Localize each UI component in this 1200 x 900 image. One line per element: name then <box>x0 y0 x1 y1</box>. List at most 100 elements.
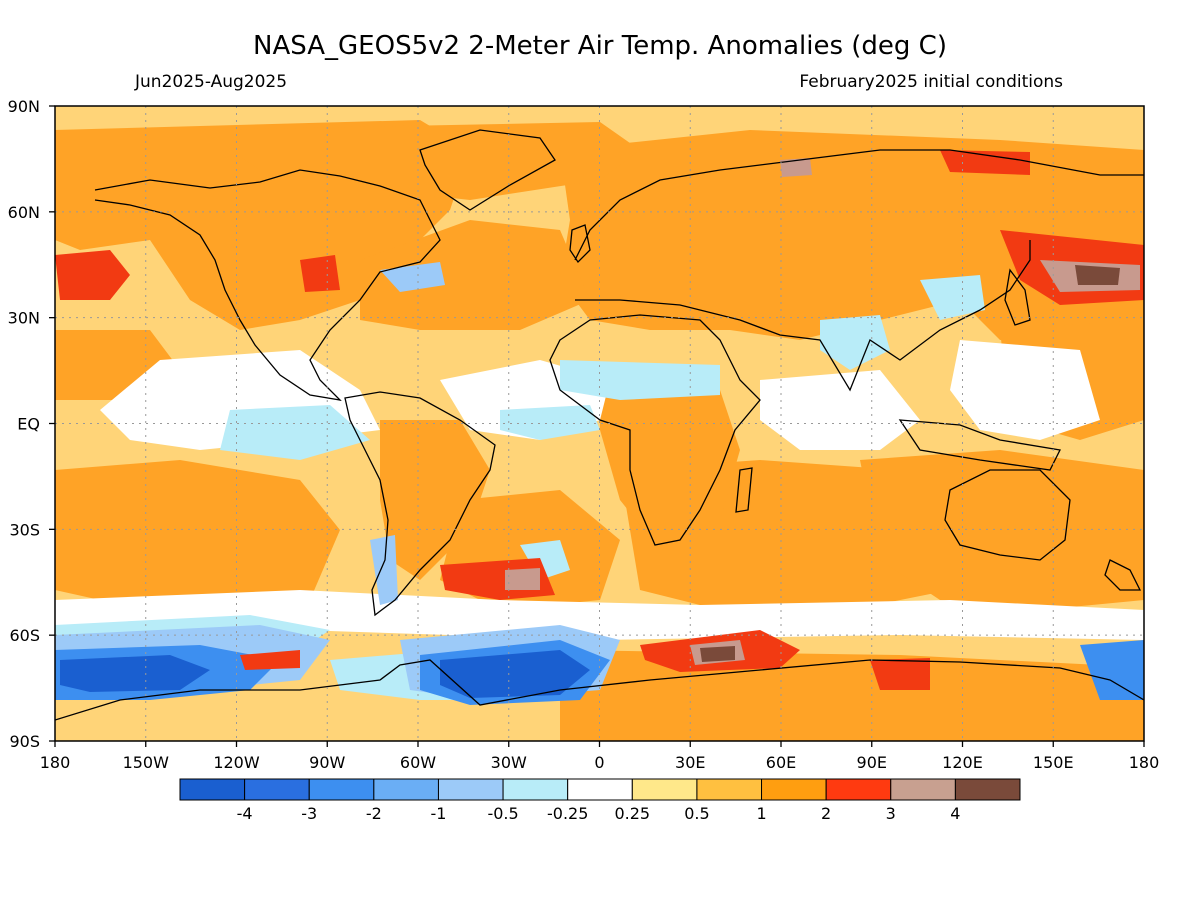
east-coast-cool <box>380 262 445 292</box>
lat-tick-label: EQ <box>17 415 40 434</box>
sahel-cool <box>560 360 720 400</box>
longitude-axis: 180 150W 120W 90W 60W 30W 0 30E 60E 90E 120E 150E 18… <box>40 741 1160 772</box>
south-atlantic-cool <box>520 540 570 580</box>
lon-tick-label: 0 <box>594 753 604 772</box>
colorbar-label: 0.25 <box>614 804 650 823</box>
australia-coast <box>944 469 1071 561</box>
lon-tick-label: 30E <box>675 753 705 772</box>
lon-tick-label: 120W <box>213 753 260 772</box>
amundsen-strong-cool <box>60 655 210 692</box>
colorbar-label: 1 <box>756 804 766 823</box>
very-cool-regions <box>60 650 590 698</box>
map-title: NASA_GEOS5v2 2-Meter Air Temp. Anomalies… <box>253 31 947 61</box>
india-cool <box>820 315 890 370</box>
lon-tick-label: 30W <box>491 753 527 772</box>
china-cool <box>920 275 985 320</box>
weddell-strong-cool <box>440 650 590 698</box>
indian-neutral <box>760 370 920 450</box>
latitude-axis: 90N 60N 30N EQ 30S 60S 90S <box>8 97 55 751</box>
colorbar-label: -2 <box>366 804 382 823</box>
colorbar-swatch <box>437 778 504 801</box>
southern-belt-neutral <box>55 590 1144 640</box>
siberia-hot <box>940 150 1030 175</box>
colorbar-swatch <box>890 778 956 801</box>
lon-tick-label: 120E <box>942 753 983 772</box>
extreme-hot-regions <box>700 265 1120 662</box>
colorbar-swatch <box>502 778 569 801</box>
barents-very-hot <box>780 158 812 177</box>
colorbar-swatch <box>567 778 633 801</box>
north-america-coast <box>94 169 441 401</box>
australia-warm <box>860 450 1144 610</box>
init-conditions-label: February2025 initial conditions <box>799 72 1063 92</box>
chile-cool <box>370 535 398 605</box>
hudson-hot <box>300 255 340 292</box>
anomaly-field <box>55 106 1144 741</box>
lat-tick-label: 30S <box>9 520 40 539</box>
eurasia-coast <box>574 149 1144 392</box>
africa-coast <box>549 314 761 546</box>
lon-tick-label: 90E <box>857 753 887 772</box>
coastlines <box>55 129 1144 721</box>
south-america-warm <box>380 420 490 580</box>
antarctic-extreme <box>700 646 735 662</box>
colorbar-swatch <box>696 778 763 801</box>
kamchatka-extreme <box>1075 265 1120 285</box>
new-zealand-coast <box>1104 559 1142 591</box>
period-label: Jun2025-Aug2025 <box>134 72 287 92</box>
tropical-atlantic-cool <box>500 405 600 440</box>
colorbar: -4 -3 -2 -1 -0.5 -0.25 0.25 0.5 1 2 3 4 <box>179 778 1021 823</box>
colorbar-label: 0.5 <box>684 804 709 823</box>
colorbar-label: -3 <box>301 804 317 823</box>
gridlines <box>55 106 1144 741</box>
colorbar-label: -0.25 <box>547 804 588 823</box>
lat-tick-label: 90N <box>8 97 40 116</box>
africa-warm <box>600 380 740 550</box>
japan-coast <box>1004 268 1031 326</box>
hot-anomaly-regions <box>55 150 1144 690</box>
west-pacific-neutral <box>950 340 1100 440</box>
colorbar-swatch <box>244 778 310 801</box>
maritime-continent-coast <box>898 419 1061 471</box>
lon-tick-label: 60W <box>400 753 436 772</box>
colorbar-label: -0.5 <box>487 804 518 823</box>
colorbar-label: 2 <box>821 804 831 823</box>
ross-cool <box>1080 640 1144 700</box>
colorbar-label: -1 <box>430 804 446 823</box>
south-pacific-warm <box>55 460 340 610</box>
antarctica-coast <box>55 659 1144 721</box>
colorbar-label: 4 <box>950 804 960 823</box>
lat-tick-label: 60N <box>8 203 40 222</box>
lon-tick-label: 180 <box>40 753 71 772</box>
lon-tick-label: 150W <box>123 753 170 772</box>
colorbar-swatch <box>954 778 1021 801</box>
south-america-coast <box>344 391 496 617</box>
colorbar-swatch <box>373 778 439 801</box>
arctic-warm <box>200 122 640 200</box>
lon-tick-label: 180 <box>1129 753 1160 772</box>
colorbar-label: -4 <box>237 804 253 823</box>
north-pacific-hot <box>55 250 130 300</box>
greenland-coast <box>419 129 556 211</box>
colorbar-swatch <box>179 778 246 801</box>
colorbar-swatch <box>308 778 375 801</box>
south-atlantic-very-hot <box>505 568 540 590</box>
eurasia-warm <box>560 130 1144 340</box>
uk-coast <box>569 224 591 264</box>
antarctica-warm <box>560 650 1144 741</box>
lon-tick-label: 150E <box>1033 753 1074 772</box>
lat-tick-label: 30N <box>8 309 40 328</box>
lat-tick-label: 60S <box>9 626 40 645</box>
madagascar-coast <box>735 467 753 513</box>
lon-tick-label: 90W <box>309 753 345 772</box>
colorbar-swatch <box>631 778 698 801</box>
lon-tick-label: 60E <box>766 753 796 772</box>
warm-anomaly-regions <box>55 120 1144 741</box>
colorbar-swatch <box>761 778 827 801</box>
eastern-pacific-cool <box>220 405 370 460</box>
antarctic-interior-hot <box>870 658 930 690</box>
colorbar-label: 3 <box>886 804 896 823</box>
colorbar-swatch <box>825 778 892 801</box>
bellingshausen-hot <box>240 650 300 670</box>
